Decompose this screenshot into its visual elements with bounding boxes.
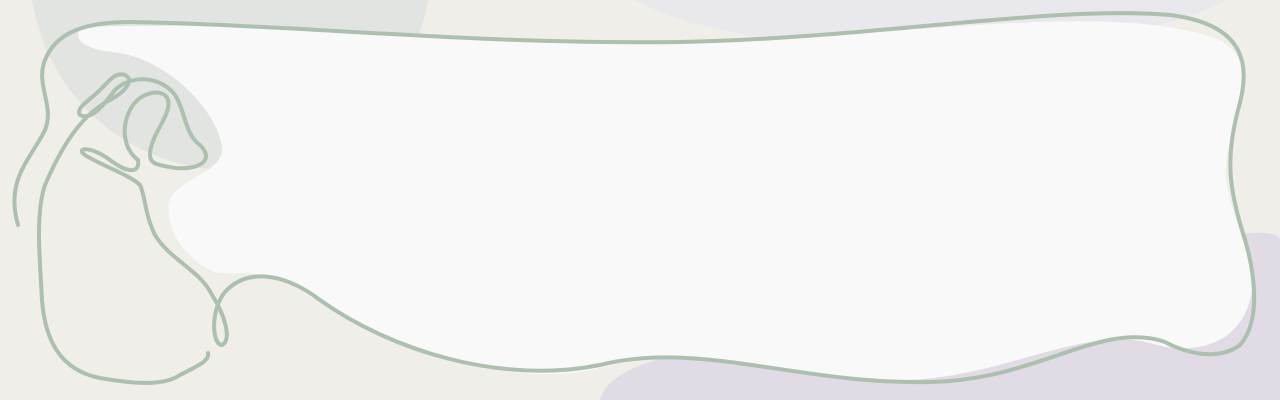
- white-blob: [78, 21, 1252, 380]
- line-drawing: [12, 11, 1257, 385]
